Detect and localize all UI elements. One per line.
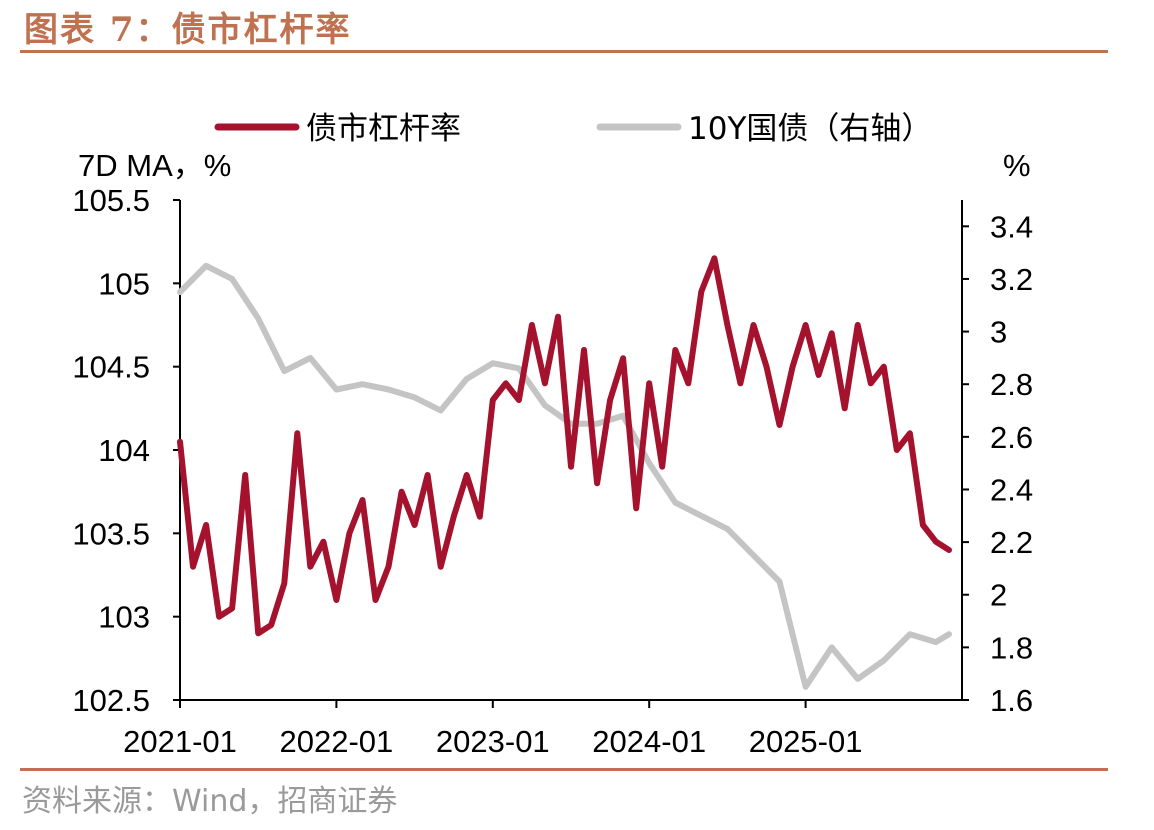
right-axis-tick-label: 3 bbox=[990, 315, 1007, 350]
left-axis-label: 7D MA，% bbox=[78, 148, 231, 183]
right-axis-tick-label: 2.8 bbox=[990, 367, 1033, 402]
x-axis-tick-label: 2021-01 bbox=[123, 724, 237, 759]
left-axis-tick-label: 104.5 bbox=[72, 350, 150, 385]
figure-title: 图表 7：债市杠杆率 bbox=[24, 10, 352, 50]
left-axis-tick-label: 103 bbox=[98, 600, 150, 635]
right-axis-tick-label: 3.2 bbox=[990, 262, 1033, 297]
footer-divider bbox=[20, 768, 1108, 771]
x-axis-tick-label: 2024-01 bbox=[592, 724, 706, 759]
left-axis-tick-label: 105 bbox=[98, 266, 150, 301]
x-axis-tick-label: 2023-01 bbox=[436, 724, 550, 759]
chart-series bbox=[177, 255, 952, 690]
x-axis-tick-label: 2025-01 bbox=[749, 724, 863, 759]
right-axis-tick-label: 1.6 bbox=[990, 683, 1033, 718]
series-line-leverage bbox=[177, 255, 952, 637]
right-axis-tick-label: 1.8 bbox=[990, 630, 1033, 665]
right-axis-tick-label: 2.2 bbox=[990, 525, 1033, 560]
left-axis-tick-label: 103.5 bbox=[72, 516, 150, 551]
right-axis-tick-label: 2 bbox=[990, 578, 1007, 613]
legend-label-leverage: 债市杠杆率 bbox=[306, 111, 461, 147]
left-axis-tick-label: 105.5 bbox=[72, 183, 150, 218]
left-axis-tick-label: 102.5 bbox=[72, 683, 150, 718]
right-axis-label: % bbox=[1003, 148, 1031, 183]
right-axis-tick-label: 3.4 bbox=[990, 209, 1033, 244]
right-axis-tick-label: 2.6 bbox=[990, 420, 1033, 455]
chart-legend: 债市杠杆率 10Y国债（右轴） bbox=[214, 111, 932, 147]
title-divider bbox=[20, 50, 1108, 53]
x-axis-tick-label: 2022-01 bbox=[280, 724, 394, 759]
left-axis-tick-label: 104 bbox=[98, 433, 150, 468]
legend-label-bond: 10Y国债（右轴） bbox=[688, 111, 932, 147]
chart-axes: 105.5 105 104.5 104 103.5 103 102.5 3.4 3.2 3 2.8 2… bbox=[72, 183, 1033, 759]
series-line-bond bbox=[177, 262, 952, 690]
right-axis-tick-label: 2.4 bbox=[990, 472, 1033, 507]
source-note: 资料来源：Wind，招商证券 bbox=[22, 784, 398, 819]
